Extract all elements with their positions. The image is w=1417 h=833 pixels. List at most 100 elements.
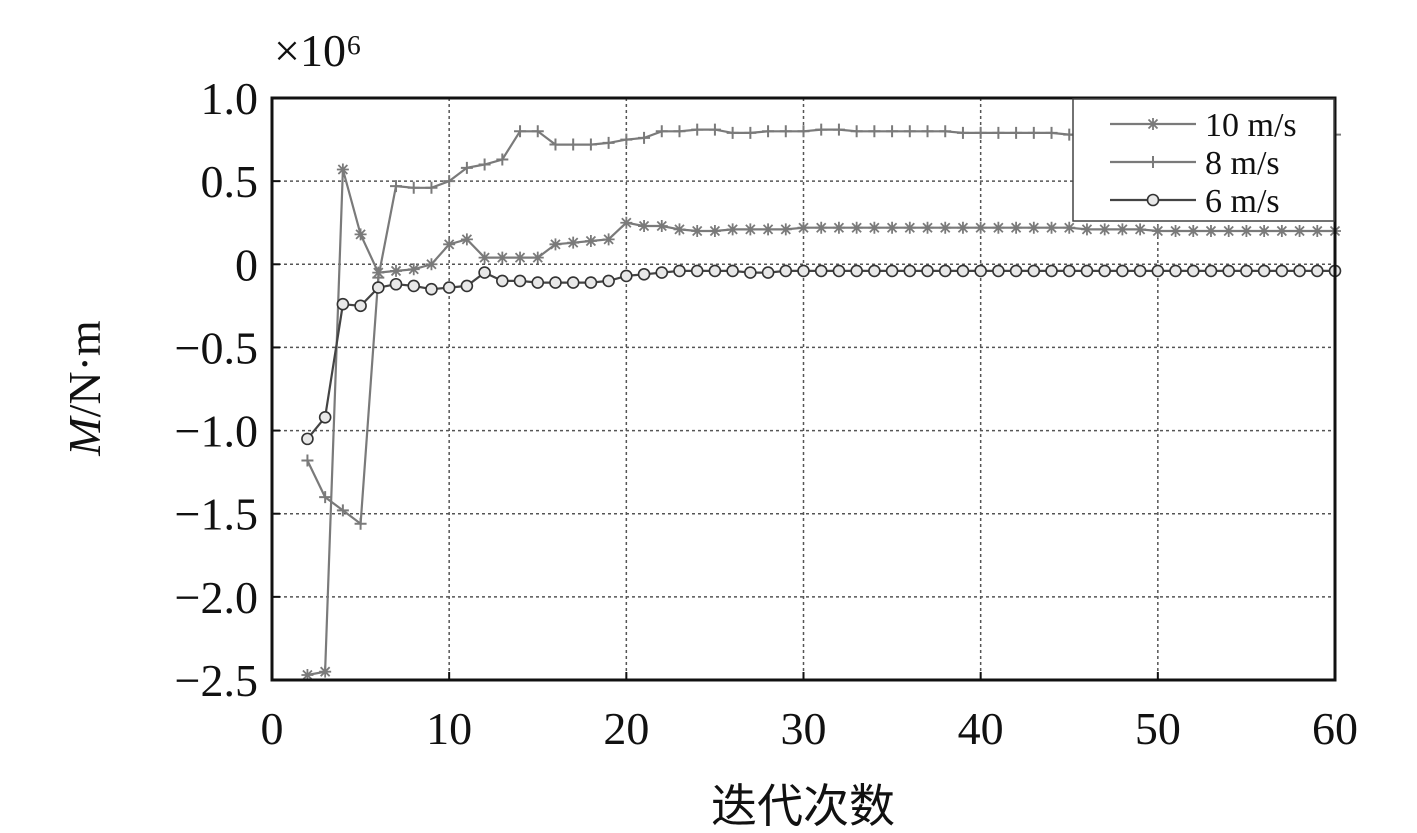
data-point [301, 454, 314, 467]
data-point [443, 238, 456, 251]
data-point [1062, 264, 1076, 278]
data-point [531, 125, 544, 138]
data-point [956, 126, 969, 139]
legend-item: 8 m/s [1110, 145, 1280, 182]
data-point [425, 181, 438, 194]
data-point [1080, 264, 1094, 278]
data-point [1275, 264, 1289, 278]
data-point [708, 123, 721, 136]
data-point [371, 281, 385, 294]
legend-item: 6 m/s [1110, 183, 1280, 220]
scale-label: ×10⁶ [274, 25, 362, 76]
data-point [691, 123, 704, 136]
data-point [1222, 225, 1235, 238]
data-point [1116, 264, 1129, 278]
data-point [744, 266, 757, 279]
series-circle [301, 264, 1342, 446]
data-point [655, 125, 668, 138]
legend-item: 10 m/s [1110, 107, 1297, 144]
data-point [921, 125, 934, 138]
data-point [407, 279, 421, 293]
data-point [637, 267, 651, 281]
data-point [1080, 223, 1093, 236]
data-point [726, 264, 739, 278]
data-point [531, 276, 545, 289]
data-point [956, 264, 970, 278]
data-point [1204, 264, 1218, 278]
data-point [921, 264, 934, 278]
data-point [390, 180, 403, 193]
data-point [478, 266, 491, 279]
data-point [1009, 264, 1023, 278]
y-tick-label: 0 [235, 239, 258, 290]
data-point [762, 223, 775, 236]
series-line [306, 269, 1335, 440]
data-point [903, 264, 917, 278]
data-point [1027, 126, 1040, 139]
data-point [726, 223, 739, 236]
x-tick-label: 0 [261, 703, 284, 754]
data-point [514, 251, 527, 264]
data-point [691, 225, 704, 238]
data-point [1098, 223, 1111, 236]
grid [272, 98, 1335, 680]
data-point [354, 517, 367, 530]
data-point [567, 138, 580, 151]
data-point [939, 221, 952, 234]
data-point [460, 279, 474, 293]
data-point [566, 276, 580, 289]
data-point [567, 236, 580, 249]
data-point [655, 220, 668, 233]
data-point [354, 299, 367, 313]
data-point [850, 264, 863, 278]
data-point [549, 238, 562, 251]
data-point [797, 264, 810, 278]
data-point [850, 221, 863, 234]
x-tick-label: 30 [781, 703, 827, 754]
data-point [938, 264, 952, 278]
data-point [726, 126, 739, 139]
data-point [815, 221, 828, 234]
y-tick-label: −0.5 [175, 322, 258, 373]
data-point [425, 258, 438, 271]
data-point [496, 251, 509, 264]
data-point [992, 264, 1005, 278]
data-point [460, 161, 473, 174]
y-axis-label-symbol: M [59, 415, 110, 457]
y-tick-label: 1.0 [201, 73, 259, 124]
data-point [1310, 264, 1324, 278]
x-tick-label: 40 [958, 703, 1004, 754]
data-point [1169, 225, 1182, 238]
data-point [318, 410, 332, 424]
data-point [389, 277, 403, 291]
data-point [708, 264, 722, 278]
data-point [762, 125, 775, 138]
legend-marker [1146, 193, 1160, 207]
legend-marker [1147, 156, 1159, 168]
data-point [832, 123, 845, 136]
data-point [549, 138, 562, 151]
data-point [974, 126, 987, 139]
data-point [319, 491, 332, 504]
x-tick-label: 60 [1312, 703, 1358, 754]
data-point [478, 251, 491, 264]
data-point [478, 158, 491, 171]
data-point [1063, 221, 1076, 234]
data-point [584, 276, 598, 289]
data-point [442, 281, 456, 294]
data-point [992, 221, 1005, 234]
x-tick-label: 50 [1135, 703, 1181, 754]
data-point [832, 264, 846, 278]
data-point [744, 223, 757, 236]
data-point [815, 123, 828, 136]
data-point [1045, 264, 1058, 278]
data-point [868, 264, 881, 278]
data-point [602, 274, 615, 288]
data-point [638, 220, 651, 233]
data-point [1027, 221, 1040, 234]
data-point [602, 136, 615, 149]
y-tick-label: −2.5 [175, 655, 258, 706]
data-point [1222, 264, 1235, 278]
data-point [885, 264, 899, 278]
data-point [921, 221, 934, 234]
